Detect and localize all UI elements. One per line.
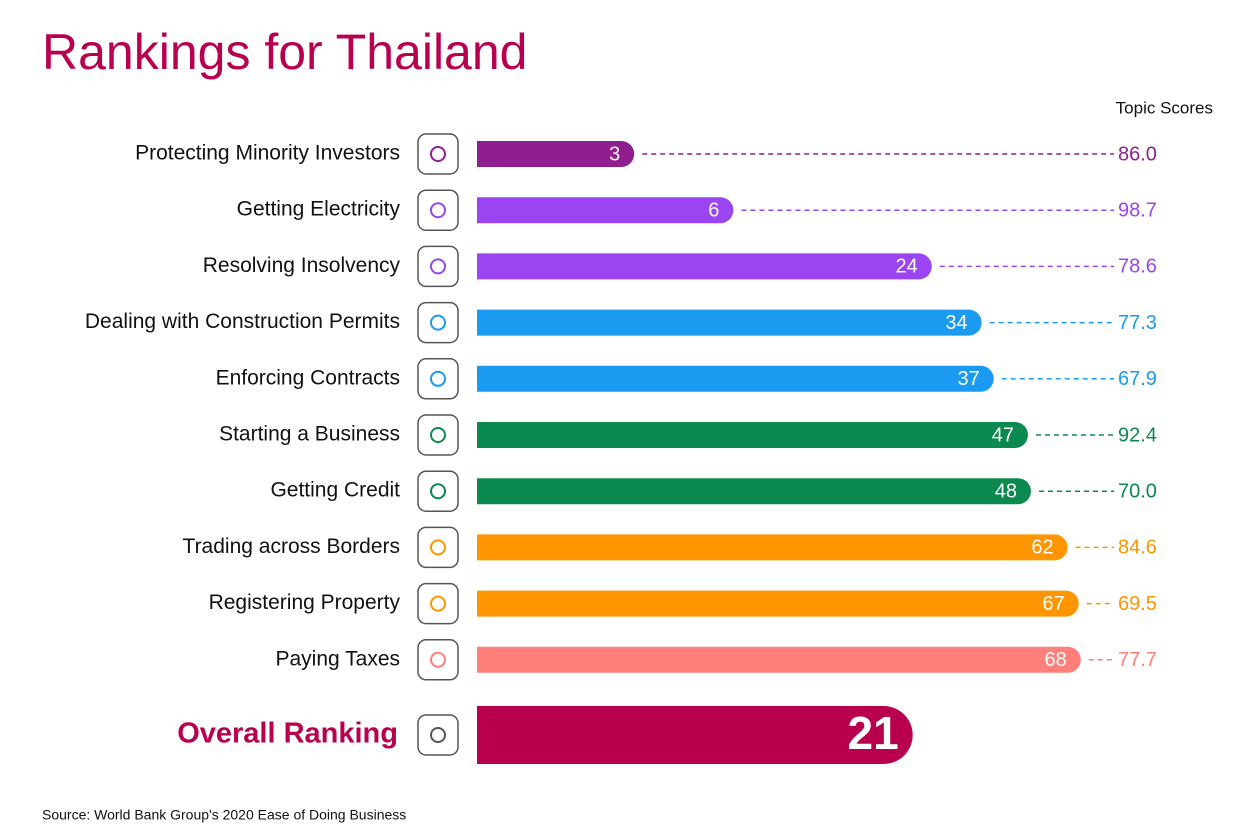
- category-label: Registering Property: [209, 591, 401, 614]
- topic-score: 98.7: [1118, 199, 1157, 221]
- overall-label: Overall Ranking: [177, 718, 398, 750]
- topic-score: 86.0: [1118, 143, 1157, 165]
- category-label: Getting Credit: [270, 479, 400, 502]
- bar-value: 24: [896, 256, 918, 278]
- bar-value: 37: [957, 368, 979, 390]
- topic-score: 67.9: [1118, 368, 1157, 390]
- topic-score: 92.4: [1118, 424, 1157, 446]
- icon: [430, 595, 446, 612]
- bar: [477, 590, 1079, 617]
- icon: [417, 639, 459, 681]
- bar-value: 62: [1031, 537, 1053, 559]
- bar-value: 48: [995, 480, 1017, 502]
- icon: [417, 133, 459, 175]
- topic-score: 77.3: [1118, 312, 1157, 334]
- bar: [477, 309, 982, 336]
- bar: [477, 478, 1031, 505]
- bar: [477, 365, 994, 392]
- icon: [430, 727, 446, 743]
- icon: [430, 314, 446, 331]
- topic-score: 84.6: [1118, 537, 1157, 559]
- source: Source: World Bank Group's 2020 Ease of …: [42, 807, 406, 823]
- category-label: Protecting Minority Investors: [135, 142, 400, 165]
- category-label: Dealing with Construction Permits: [85, 310, 400, 333]
- icon: [417, 582, 459, 625]
- icon: [417, 358, 459, 400]
- icon: [417, 526, 459, 569]
- overall-value: 21: [847, 707, 898, 759]
- icon: [430, 483, 446, 500]
- topic-score: 69.5: [1118, 593, 1157, 615]
- icon: [417, 470, 459, 512]
- topic-score: 77.7: [1118, 649, 1157, 671]
- icon: [430, 146, 446, 162]
- score-header: Topic Scores: [1116, 98, 1213, 117]
- topic-score: 70.0: [1118, 480, 1157, 502]
- icon: [417, 714, 459, 756]
- icon: [430, 202, 446, 219]
- icon: [430, 651, 446, 668]
- category-label: Starting a Business: [219, 423, 400, 446]
- category-label: Getting Electricity: [237, 198, 401, 221]
- category-label: Enforcing Contracts: [216, 366, 400, 389]
- category-label: Paying Taxes: [275, 647, 400, 670]
- chart-title: Rankings for Thailand: [42, 24, 527, 80]
- bar: [477, 422, 1028, 448]
- bar: [477, 646, 1081, 673]
- bar-value: 6: [708, 199, 719, 221]
- icon: [430, 427, 446, 443]
- bar: [477, 253, 932, 280]
- bar-value: 68: [1045, 649, 1067, 671]
- bar: [477, 534, 1068, 561]
- bar-value: 34: [945, 312, 967, 334]
- topic-score: 78.6: [1118, 256, 1157, 278]
- icon: [417, 414, 459, 456]
- icon: [430, 258, 446, 275]
- bar-value: 47: [992, 424, 1014, 446]
- icon: [430, 539, 446, 556]
- icon: [417, 245, 459, 288]
- icon: [417, 189, 459, 231]
- bar: [477, 141, 635, 167]
- bar-value: 3: [609, 143, 620, 165]
- icon: [417, 301, 459, 344]
- bar-value: 67: [1042, 593, 1064, 615]
- icon: [430, 370, 446, 387]
- overall-bar: [477, 706, 913, 764]
- bar: [477, 197, 734, 224]
- category-label: Trading across Borders: [183, 535, 400, 558]
- category-label: Resolving Insolvency: [203, 254, 401, 277]
